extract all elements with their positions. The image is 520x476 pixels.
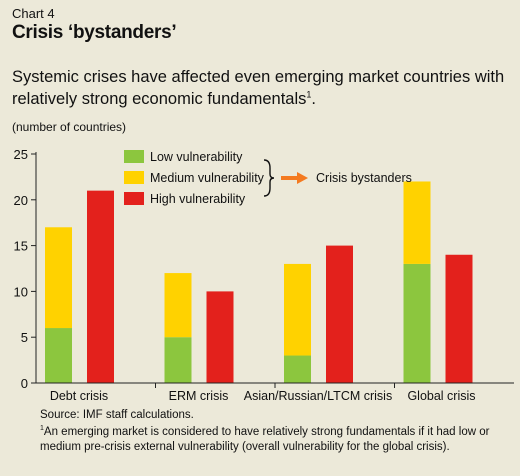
y-axis-label: (number of countries) [12, 120, 127, 134]
bars-layer [45, 181, 473, 383]
y-tick-label: 5 [21, 330, 28, 345]
bystanders-label: Crisis bystanders [316, 171, 412, 185]
bar-low-vulnerability [403, 263, 431, 383]
bar-medium-vulnerability [284, 263, 311, 356]
subtitle-footnote-mark: 1 [306, 89, 312, 100]
bar-medium-vulnerability [164, 273, 192, 338]
bar-high-vulnerability [445, 254, 473, 383]
bar-high-vulnerability [326, 245, 353, 383]
chart-subtitle: Systemic crises have affected even emerg… [12, 66, 512, 110]
legend-brace [263, 159, 275, 197]
bar-low-vulnerability [284, 355, 311, 383]
footnote-text: An emerging market is considered to have… [40, 426, 490, 453]
bystander-arrow-shaft [281, 176, 299, 180]
legend-label: High vulnerability [150, 192, 246, 206]
bar-high-vulnerability [206, 291, 234, 383]
bar-medium-vulnerability [403, 181, 431, 264]
footnote: 1An emerging market is considered to hav… [40, 425, 510, 455]
x-tick-label: Global crisis [407, 389, 475, 403]
bar-medium-vulnerability [45, 227, 72, 329]
legend-swatch [124, 171, 144, 184]
subtitle-end: . [311, 90, 317, 108]
source-note: Source: IMF staff calculations. [40, 409, 194, 421]
legend-swatch [124, 192, 144, 205]
chart-number: Chart 4 [12, 6, 55, 21]
axes-layer: Debt crisis ERM crisis Asian/Russian/LTCM … [14, 147, 514, 403]
x-tick-label: Asian/Russian/LTCM crisis [244, 389, 392, 403]
legend-label: Low vulnerability [150, 150, 243, 164]
y-tick-label: 10 [14, 284, 28, 299]
x-tick-label: Debt crisis [50, 389, 108, 403]
subtitle-text: Systemic crises have affected even emerg… [12, 68, 505, 108]
bar-low-vulnerability [164, 337, 192, 383]
y-tick-label: 25 [14, 147, 28, 162]
y-tick-label: 15 [14, 239, 28, 254]
y-tick-label: 20 [14, 193, 28, 208]
bystander-arrow-head [297, 172, 308, 184]
y-tick-label: 0 [21, 376, 28, 391]
x-tick-label: ERM crisis [169, 389, 229, 403]
legend-label: Medium vulnerability [150, 171, 265, 185]
footnote-mark: 1 [40, 425, 44, 433]
legend-swatch [124, 150, 144, 163]
bar-low-vulnerability [45, 328, 72, 383]
bar-chart: Debt crisis ERM crisis Asian/Russian/LTCM … [14, 147, 514, 403]
legend: Low vulnerability Medium vulnerability Hig… [124, 150, 412, 206]
chart-title: Crisis ‘bystanders’ [12, 22, 177, 43]
bar-high-vulnerability [87, 190, 114, 383]
